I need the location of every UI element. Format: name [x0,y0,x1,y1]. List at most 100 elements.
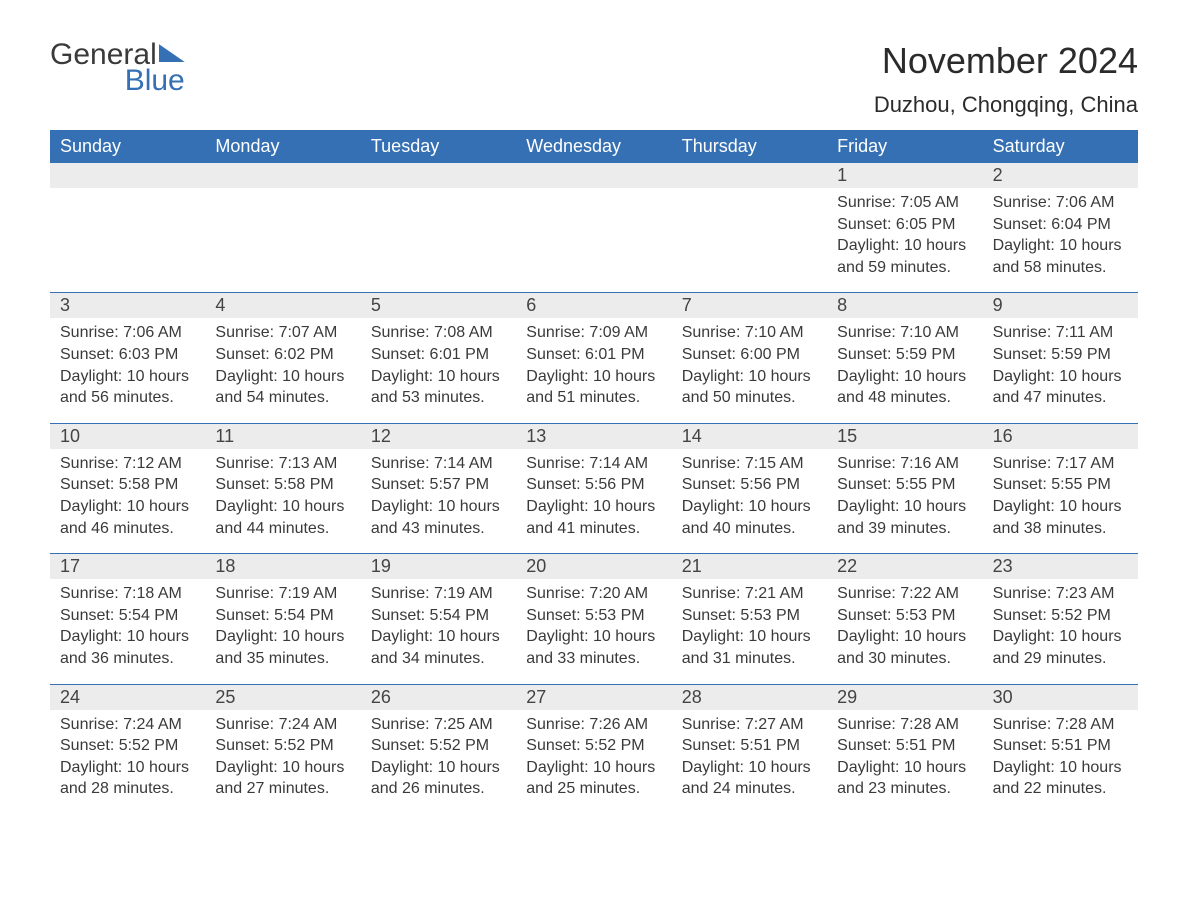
sunset-line: Sunset: 6:05 PM [837,214,972,236]
day-cell: 5Sunrise: 7:08 AMSunset: 6:01 PMDaylight… [361,293,516,422]
day-cell: 17Sunrise: 7:18 AMSunset: 5:54 PMDayligh… [50,554,205,683]
day-cell: 25Sunrise: 7:24 AMSunset: 5:52 PMDayligh… [205,685,360,814]
day-header-cell: Friday [827,130,982,163]
empty-cell [516,163,671,292]
month-title: November 2024 [874,40,1138,82]
daylight-line: Daylight: 10 hours and 43 minutes. [371,496,506,539]
day-details: Sunrise: 7:24 AMSunset: 5:52 PMDaylight:… [50,710,205,800]
day-details: Sunrise: 7:22 AMSunset: 5:53 PMDaylight:… [827,579,982,669]
logo: General Blue [50,40,185,96]
daylight-line: Daylight: 10 hours and 58 minutes. [993,235,1128,278]
sunset-line: Sunset: 6:03 PM [60,344,195,366]
sunrise-line: Sunrise: 7:23 AM [993,583,1128,605]
sunrise-line: Sunrise: 7:15 AM [682,453,817,475]
day-cell: 9Sunrise: 7:11 AMSunset: 5:59 PMDaylight… [983,293,1138,422]
sunrise-line: Sunrise: 7:14 AM [371,453,506,475]
day-cell: 27Sunrise: 7:26 AMSunset: 5:52 PMDayligh… [516,685,671,814]
empty-daynum-strip [672,163,827,188]
sunrise-line: Sunrise: 7:27 AM [682,714,817,736]
day-number: 12 [361,424,516,449]
day-header-cell: Saturday [983,130,1138,163]
sunset-line: Sunset: 5:55 PM [837,474,972,496]
day-cell: 28Sunrise: 7:27 AMSunset: 5:51 PMDayligh… [672,685,827,814]
daylight-line: Daylight: 10 hours and 41 minutes. [526,496,661,539]
sunrise-line: Sunrise: 7:24 AM [60,714,195,736]
sunset-line: Sunset: 5:52 PM [526,735,661,757]
day-number: 8 [827,293,982,318]
daylight-line: Daylight: 10 hours and 35 minutes. [215,626,350,669]
day-header-cell: Thursday [672,130,827,163]
sunrise-line: Sunrise: 7:07 AM [215,322,350,344]
daylight-line: Daylight: 10 hours and 46 minutes. [60,496,195,539]
location: Duzhou, Chongqing, China [874,92,1138,118]
day-number: 10 [50,424,205,449]
sunset-line: Sunset: 5:52 PM [215,735,350,757]
day-cell: 29Sunrise: 7:28 AMSunset: 5:51 PMDayligh… [827,685,982,814]
day-details: Sunrise: 7:05 AMSunset: 6:05 PMDaylight:… [827,188,982,278]
empty-cell [50,163,205,292]
day-number: 11 [205,424,360,449]
week-row: 17Sunrise: 7:18 AMSunset: 5:54 PMDayligh… [50,553,1138,683]
sunset-line: Sunset: 5:51 PM [837,735,972,757]
sunrise-line: Sunrise: 7:28 AM [993,714,1128,736]
day-details: Sunrise: 7:14 AMSunset: 5:57 PMDaylight:… [361,449,516,539]
day-details: Sunrise: 7:19 AMSunset: 5:54 PMDaylight:… [361,579,516,669]
sunrise-line: Sunrise: 7:12 AM [60,453,195,475]
header-row: General Blue November 2024 Duzhou, Chong… [50,40,1138,118]
sunrise-line: Sunrise: 7:10 AM [837,322,972,344]
sunset-line: Sunset: 6:04 PM [993,214,1128,236]
day-cell: 14Sunrise: 7:15 AMSunset: 5:56 PMDayligh… [672,424,827,553]
day-details: Sunrise: 7:17 AMSunset: 5:55 PMDaylight:… [983,449,1138,539]
day-number: 13 [516,424,671,449]
empty-cell [672,163,827,292]
daylight-line: Daylight: 10 hours and 26 minutes. [371,757,506,800]
sunset-line: Sunset: 5:52 PM [371,735,506,757]
empty-daynum-strip [361,163,516,188]
day-number: 3 [50,293,205,318]
day-number: 16 [983,424,1138,449]
day-cell: 1Sunrise: 7:05 AMSunset: 6:05 PMDaylight… [827,163,982,292]
sunrise-line: Sunrise: 7:06 AM [60,322,195,344]
sunset-line: Sunset: 5:54 PM [60,605,195,627]
day-cell: 16Sunrise: 7:17 AMSunset: 5:55 PMDayligh… [983,424,1138,553]
daylight-line: Daylight: 10 hours and 22 minutes. [993,757,1128,800]
sunrise-line: Sunrise: 7:20 AM [526,583,661,605]
sunrise-line: Sunrise: 7:11 AM [993,322,1128,344]
sunset-line: Sunset: 5:55 PM [993,474,1128,496]
week-row: 3 Sunrise: 7:06 AMSunset: 6:03 PM Daylight… [50,292,1138,422]
sunrise-line: Sunrise: 7:09 AM [526,322,661,344]
daylight-line: Daylight: 10 hours and 59 minutes. [837,235,972,278]
day-details: Sunrise: 7:10 AMSunset: 6:00 PMDaylight:… [672,318,827,408]
day-cell: 11Sunrise: 7:13 AMSunset: 5:58 PMDayligh… [205,424,360,553]
day-details: Sunrise: 7:09 AMSunset: 6:01 PMDaylight:… [516,318,671,408]
day-details: Sunrise: 7:24 AMSunset: 5:52 PMDaylight:… [205,710,360,800]
logo-triangle-icon [159,44,185,62]
daylight-line: Daylight: 10 hours and 23 minutes. [837,757,972,800]
day-details: Sunrise: 7:07 AMSunset: 6:02 PMDaylight:… [205,318,360,408]
daylight-line: Daylight: 10 hours and 33 minutes. [526,626,661,669]
sunset-line: Sunset: 5:56 PM [526,474,661,496]
sunset-line: Sunset: 5:54 PM [371,605,506,627]
day-details: Sunrise: 7:08 AMSunset: 6:01 PMDaylight:… [361,318,516,408]
day-cell: 19Sunrise: 7:19 AMSunset: 5:54 PMDayligh… [361,554,516,683]
daylight-line: Daylight: 10 hours and 51 minutes. [526,366,661,409]
week-row: 10Sunrise: 7:12 AMSunset: 5:58 PMDayligh… [50,423,1138,553]
daylight-line: Daylight: 10 hours and 39 minutes. [837,496,972,539]
day-number: 4 [205,293,360,318]
day-details: Sunrise: 7:20 AMSunset: 5:53 PMDaylight:… [516,579,671,669]
sunrise-line: Sunrise: 7:06 AM [993,192,1128,214]
day-details: Sunrise: 7:23 AMSunset: 5:52 PMDaylight:… [983,579,1138,669]
daylight-line: Daylight: 10 hours and 50 minutes. [682,366,817,409]
day-number: 20 [516,554,671,579]
day-cell: 10Sunrise: 7:12 AMSunset: 5:58 PMDayligh… [50,424,205,553]
sunrise-line: Sunrise: 7:21 AM [682,583,817,605]
daylight-line: Daylight: 10 hours and 47 minutes. [993,366,1128,409]
day-cell: 6Sunrise: 7:09 AMSunset: 6:01 PMDaylight… [516,293,671,422]
sunrise-line: Sunrise: 7:25 AM [371,714,506,736]
sunset-line: Sunset: 5:54 PM [215,605,350,627]
day-details: Sunrise: 7:21 AMSunset: 5:53 PMDaylight:… [672,579,827,669]
day-number: 28 [672,685,827,710]
day-cell: 23Sunrise: 7:23 AMSunset: 5:52 PMDayligh… [983,554,1138,683]
daylight-line: Daylight: 10 hours and 29 minutes. [993,626,1128,669]
empty-daynum-strip [205,163,360,188]
